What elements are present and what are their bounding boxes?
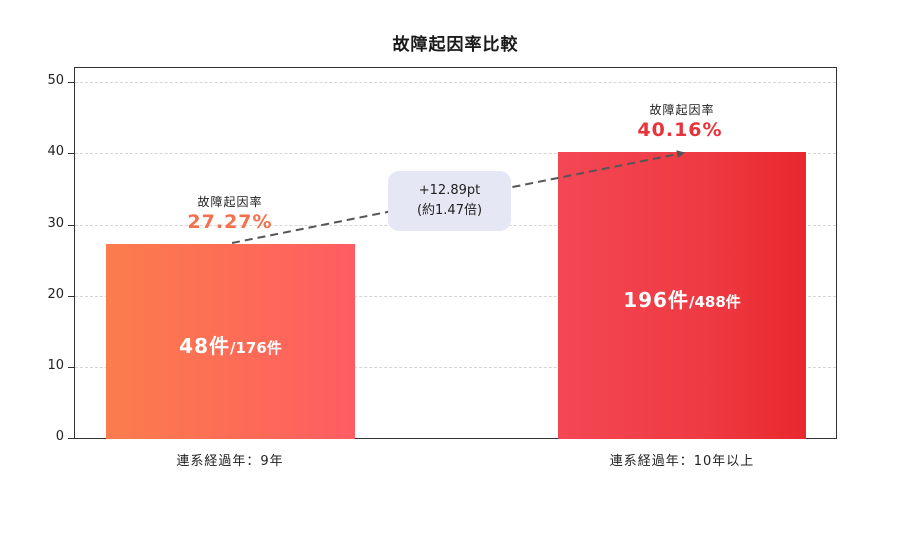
difference-annotation: +12.89pt (約1.47倍)	[388, 171, 511, 231]
bar-10-plus-years: 196件/488件	[558, 152, 806, 439]
y-tick-label: 10	[47, 358, 64, 373]
bar-count-main: 196件	[623, 288, 689, 312]
rate-value-9-years: 27.27%	[187, 211, 273, 233]
gridline-10	[75, 367, 836, 368]
bar-count-label: 196件/488件	[558, 284, 806, 313]
bar-count-total: /488件	[688, 293, 741, 311]
bar-count-main: 48件	[179, 334, 231, 358]
bar-count-label: 48件/176件	[106, 330, 355, 359]
bar-9-years: 48件/176件	[106, 244, 355, 439]
y-tick-label: 50	[47, 73, 64, 88]
y-tick-mark	[68, 153, 74, 154]
gridline-20	[75, 296, 836, 297]
y-tick-label: 40	[47, 144, 64, 159]
rate-caption-9-years: 故障起因率	[197, 195, 263, 209]
y-tick-mark	[68, 82, 74, 83]
x-category-label-9-years: 連系経過年：9年	[176, 454, 284, 469]
y-tick-mark	[68, 367, 74, 368]
y-tick-label: 20	[47, 287, 64, 302]
chart-title: 故障起因率比較	[392, 35, 519, 55]
difference-ratio: (約1.47倍)	[416, 203, 483, 218]
plot-area	[74, 67, 837, 439]
y-tick-mark	[68, 438, 74, 439]
y-tick-mark	[68, 296, 74, 297]
x-category-label-10-plus-years: 連系経過年：10年以上	[609, 454, 755, 469]
y-tick-label: 0	[55, 429, 64, 444]
y-tick-label: 30	[47, 216, 64, 231]
rate-value-10-plus-years: 40.16%	[637, 119, 723, 141]
y-tick-mark	[68, 225, 74, 226]
difference-points: +12.89pt	[418, 183, 481, 198]
bar-count-total: /176件	[230, 339, 282, 357]
rate-caption-10-plus-years: 故障起因率	[649, 103, 715, 117]
gridline-50	[75, 82, 836, 83]
